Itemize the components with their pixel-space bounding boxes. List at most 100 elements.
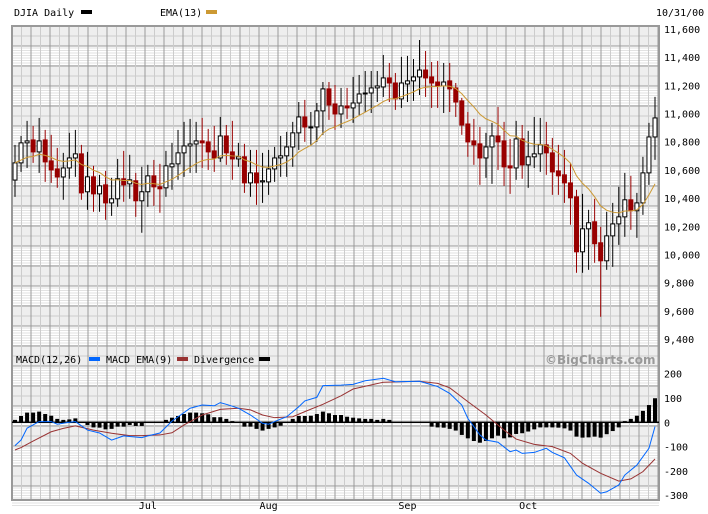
candle-body xyxy=(241,156,247,184)
candle-body xyxy=(18,142,24,164)
macd-tick-label: 100 xyxy=(664,394,682,405)
divergence-bar xyxy=(465,422,470,439)
candle xyxy=(417,40,423,95)
divergence-bar xyxy=(266,422,271,429)
candle-body xyxy=(368,87,374,94)
candle xyxy=(652,96,658,160)
divergence-bar xyxy=(169,417,174,423)
candle xyxy=(181,121,187,177)
price-tick-label: 10,000 xyxy=(664,250,700,261)
divergence-bar xyxy=(532,422,537,430)
divergence-bar xyxy=(212,417,217,423)
divergence-bar xyxy=(526,422,531,432)
candle-body xyxy=(260,180,266,183)
price-tick-label: 9,800 xyxy=(664,279,694,290)
candle xyxy=(18,135,24,172)
candle-body xyxy=(36,140,42,153)
month-label: Aug xyxy=(260,501,278,512)
candle-body xyxy=(392,82,398,100)
candle xyxy=(471,118,477,165)
legend-signal-label: MACD EMA(9) xyxy=(106,355,172,366)
candle-body xyxy=(121,178,127,186)
candle-body xyxy=(247,172,253,184)
candle xyxy=(205,128,211,170)
candle-body xyxy=(278,155,284,159)
candle-body xyxy=(205,141,211,153)
divergence-bar xyxy=(604,422,609,435)
divergence-bar xyxy=(121,422,126,427)
divergence-bar xyxy=(453,422,458,431)
candle xyxy=(284,131,290,177)
candle-body xyxy=(423,69,429,79)
candle-body xyxy=(586,222,592,230)
divergence-bar xyxy=(272,422,277,428)
candle-body xyxy=(555,170,561,177)
candle-body xyxy=(513,138,519,169)
candle xyxy=(598,226,604,317)
candle-body xyxy=(42,139,48,163)
candle-body xyxy=(302,116,308,128)
divergence-bar xyxy=(520,422,525,434)
candle xyxy=(199,117,205,168)
candle-body xyxy=(60,167,66,178)
legend-price-swatch xyxy=(81,10,92,14)
divergence-bar xyxy=(260,422,265,431)
candle xyxy=(368,71,374,113)
divergence-bar xyxy=(568,422,573,431)
candle-body xyxy=(115,178,121,200)
candle xyxy=(151,159,157,206)
divergence-bar xyxy=(49,415,54,423)
candle xyxy=(380,54,386,97)
candle xyxy=(519,124,525,179)
candle-body xyxy=(84,176,90,193)
macd-tick-label: 200 xyxy=(664,370,682,381)
candle-body xyxy=(622,199,628,218)
candle-body xyxy=(151,175,157,188)
candle xyxy=(103,170,109,220)
divergence-bar xyxy=(387,419,392,423)
candle-body xyxy=(374,85,380,89)
divergence-bar xyxy=(598,422,603,438)
candle-body xyxy=(133,180,139,202)
candle xyxy=(139,166,145,233)
candle-body xyxy=(380,77,386,88)
divergence-bar xyxy=(218,417,223,423)
divergence-bar xyxy=(447,422,452,429)
candle xyxy=(109,177,115,216)
divergence-bar xyxy=(314,414,319,423)
candle xyxy=(640,156,646,215)
candle-body xyxy=(103,184,109,204)
divergence-bar xyxy=(610,422,615,432)
candle-body xyxy=(640,172,646,204)
candle xyxy=(36,117,42,173)
candle-body xyxy=(157,186,163,190)
divergence-bar xyxy=(441,422,446,428)
candle-body xyxy=(187,143,193,147)
divergence-bar xyxy=(73,418,78,423)
divergence-bar xyxy=(43,414,48,423)
candle xyxy=(465,112,471,157)
candle xyxy=(435,61,441,108)
candle xyxy=(332,84,338,130)
candle xyxy=(97,174,103,212)
candle-body xyxy=(567,182,573,199)
candle xyxy=(223,124,229,165)
candle-body xyxy=(217,135,223,159)
month-label: Sep xyxy=(398,501,416,512)
bigcharts-watermark: ©BigCharts.com xyxy=(545,353,656,367)
candle-body xyxy=(501,140,507,168)
candle xyxy=(374,71,380,103)
candle-body xyxy=(362,92,368,95)
candle xyxy=(326,81,332,120)
divergence-bar xyxy=(308,415,313,423)
divergence-bar xyxy=(459,422,464,435)
candle-body xyxy=(459,100,465,126)
divergence-bar xyxy=(127,422,132,425)
candle xyxy=(616,186,622,245)
divergence-bar xyxy=(562,422,567,429)
candle-body xyxy=(169,163,175,168)
candle-body xyxy=(163,165,169,189)
divergence-bar xyxy=(508,422,513,438)
divergence-bar xyxy=(471,422,476,442)
legend-price-label: DJIA Daily xyxy=(14,8,74,19)
